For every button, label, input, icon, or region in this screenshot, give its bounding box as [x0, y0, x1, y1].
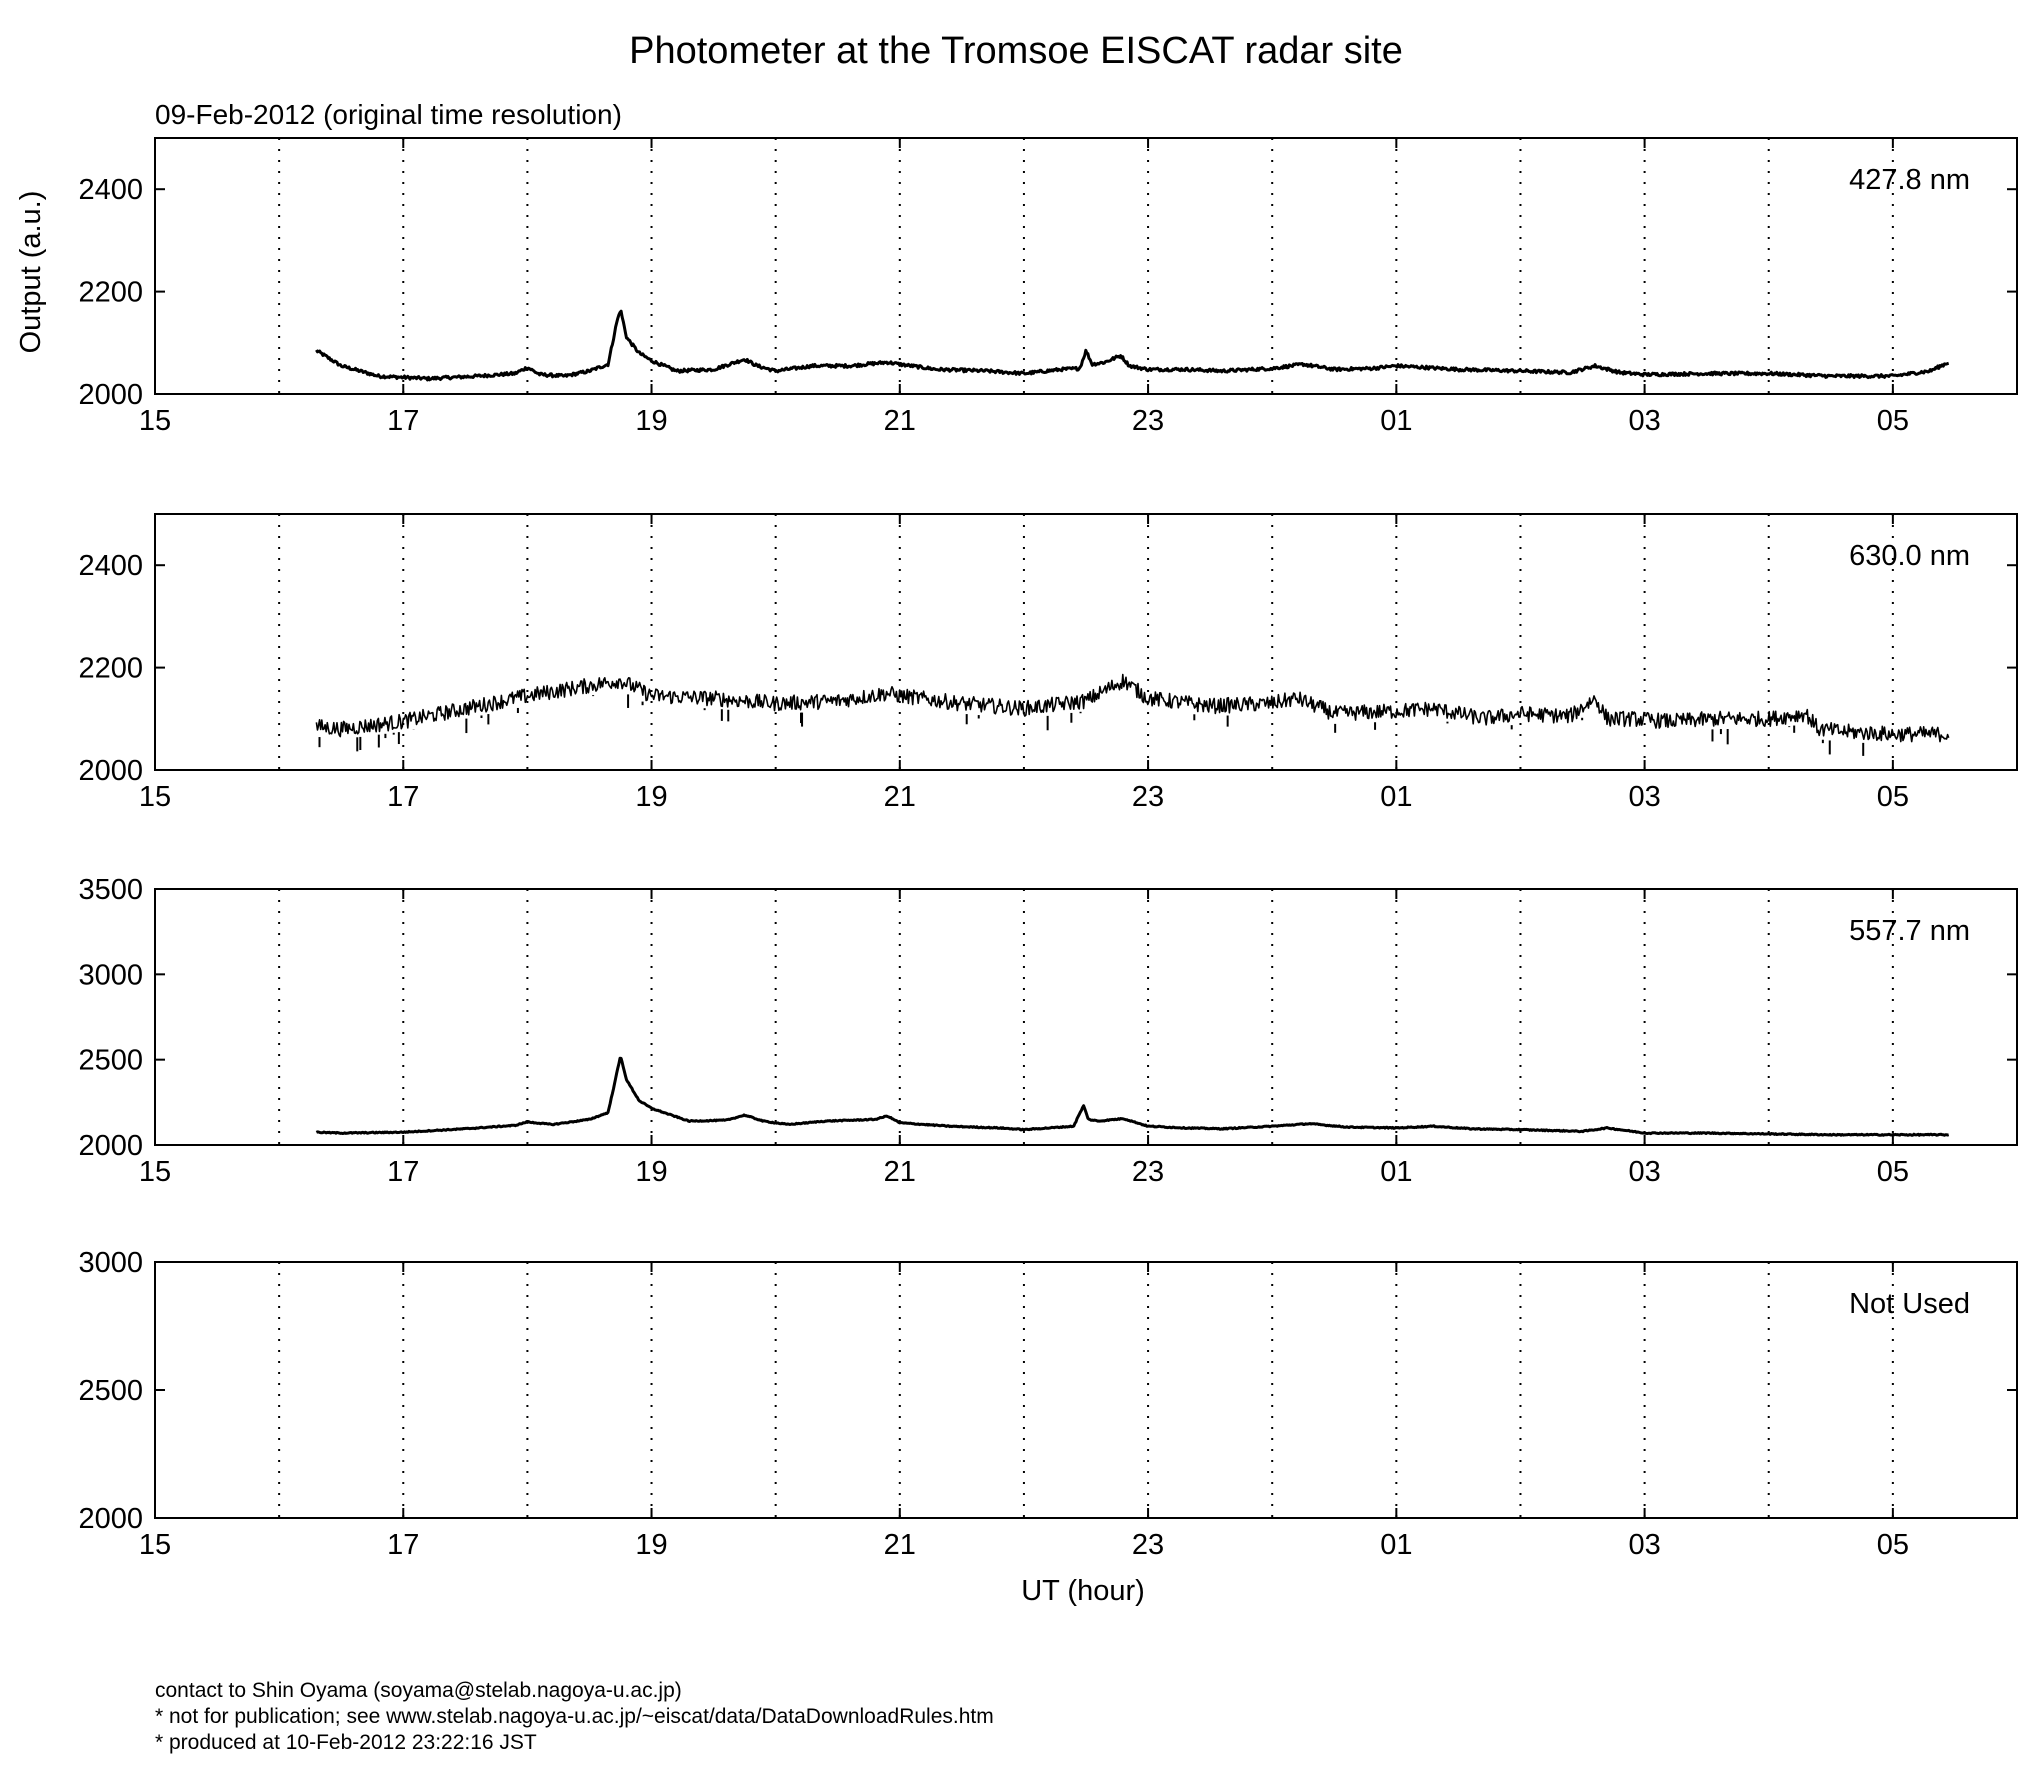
- y-tick-label: 2200: [78, 277, 143, 309]
- x-tick-label: 23: [1132, 1156, 1164, 1188]
- x-tick-label: 15: [139, 1529, 171, 1561]
- x-tick-label: 21: [884, 1156, 916, 1188]
- plot-frame: [154, 513, 2018, 771]
- x-tick-label: 21: [884, 781, 916, 813]
- x-tick-label: 17: [387, 405, 419, 437]
- y-tick-label: 2000: [78, 379, 143, 411]
- channel-label: 630.0 nm: [1849, 540, 1970, 572]
- footer-contact: contact to Shin Oyama (soyama@stelab.nag…: [155, 1679, 682, 1702]
- x-tick-label: 19: [635, 1156, 667, 1188]
- chart-panel: 15 17 19 21 23 01 03 05 2000 2500 3000 3500 557.7 nm: [78, 874, 2018, 1188]
- chart-panel: 15 17 19 21 23 01 03 05 2000 2200 2400 427.8 nm: [78, 137, 2018, 437]
- x-tick-label: 03: [1628, 1529, 1660, 1561]
- x-tick-label: 05: [1877, 781, 1909, 813]
- y-axis-label: Output (a.u.): [15, 191, 47, 354]
- x-tick-label: 01: [1380, 781, 1412, 813]
- x-tick-label: 01: [1380, 1529, 1412, 1561]
- y-tick-label: 2000: [78, 755, 143, 787]
- x-tick-label: 03: [1628, 781, 1660, 813]
- x-tick-label: 15: [139, 781, 171, 813]
- footer-produced: * produced at 10-Feb-2012 23:22:16 JST: [155, 1731, 537, 1754]
- channel-label: 427.8 nm: [1849, 164, 1970, 196]
- x-tick-label: 01: [1380, 405, 1412, 437]
- x-tick-label: 17: [387, 781, 419, 813]
- x-tick-label: 05: [1877, 1156, 1909, 1188]
- x-tick-label: 17: [387, 1529, 419, 1561]
- y-tick-label: 2500: [78, 1045, 143, 1077]
- figure-title: Photometer at the Tromsoe EISCAT radar s…: [629, 30, 1403, 72]
- x-tick-label: 23: [1132, 1529, 1164, 1561]
- x-tick-label: 03: [1628, 405, 1660, 437]
- y-tick-label: 2200: [78, 653, 143, 685]
- y-tick-label: 2500: [78, 1375, 143, 1407]
- chart-panel: 15 17 19 21 23 01 03 05 2000 2500 3000 Not Used: [78, 1247, 2018, 1561]
- x-tick-label: 21: [884, 1529, 916, 1561]
- footer-notice: * not for publication; see www.stelab.na…: [155, 1705, 994, 1728]
- channel-label: 557.7 nm: [1849, 915, 1970, 947]
- chart-panels: 15 17 19 21 23 01 03 05 2000 2200 2400 427.8 nm 15 17…: [78, 137, 2018, 1561]
- y-tick-label: 2400: [78, 174, 143, 206]
- x-tick-label: 05: [1877, 405, 1909, 437]
- x-axis-label: UT (hour): [1021, 1575, 1145, 1607]
- y-tick-label: 2000: [78, 1503, 143, 1535]
- y-tick-label: 2000: [78, 1130, 143, 1162]
- x-tick-label: 19: [635, 1529, 667, 1561]
- x-tick-label: 23: [1132, 405, 1164, 437]
- data-trace: [315, 309, 1950, 382]
- figure-subtitle: 09-Feb-2012 (original time resolution): [155, 99, 622, 130]
- x-tick-label: 21: [884, 405, 916, 437]
- plot-frame: [154, 1261, 2018, 1519]
- x-tick-label: 01: [1380, 1156, 1412, 1188]
- x-tick-label: 15: [139, 1156, 171, 1188]
- y-tick-label: 3500: [78, 874, 143, 906]
- x-tick-label: 23: [1132, 781, 1164, 813]
- plot-frame: [154, 888, 2018, 1146]
- y-tick-label: 2400: [78, 550, 143, 582]
- y-tick-label: 3000: [78, 1247, 143, 1279]
- x-tick-label: 19: [635, 781, 667, 813]
- x-tick-label: 15: [139, 405, 171, 437]
- x-tick-label: 05: [1877, 1529, 1909, 1561]
- x-tick-label: 19: [635, 405, 667, 437]
- x-tick-label: 17: [387, 1156, 419, 1188]
- channel-label: Not Used: [1849, 1288, 1970, 1320]
- plot-frame: [154, 137, 2018, 395]
- x-tick-label: 03: [1628, 1156, 1660, 1188]
- data-trace: [315, 673, 1950, 743]
- y-tick-label: 3000: [78, 959, 143, 991]
- chart-panel: 15 17 19 21 23 01 03 05 2000 2200 2400 630.0 nm: [78, 513, 2018, 813]
- data-trace: [315, 1056, 1950, 1137]
